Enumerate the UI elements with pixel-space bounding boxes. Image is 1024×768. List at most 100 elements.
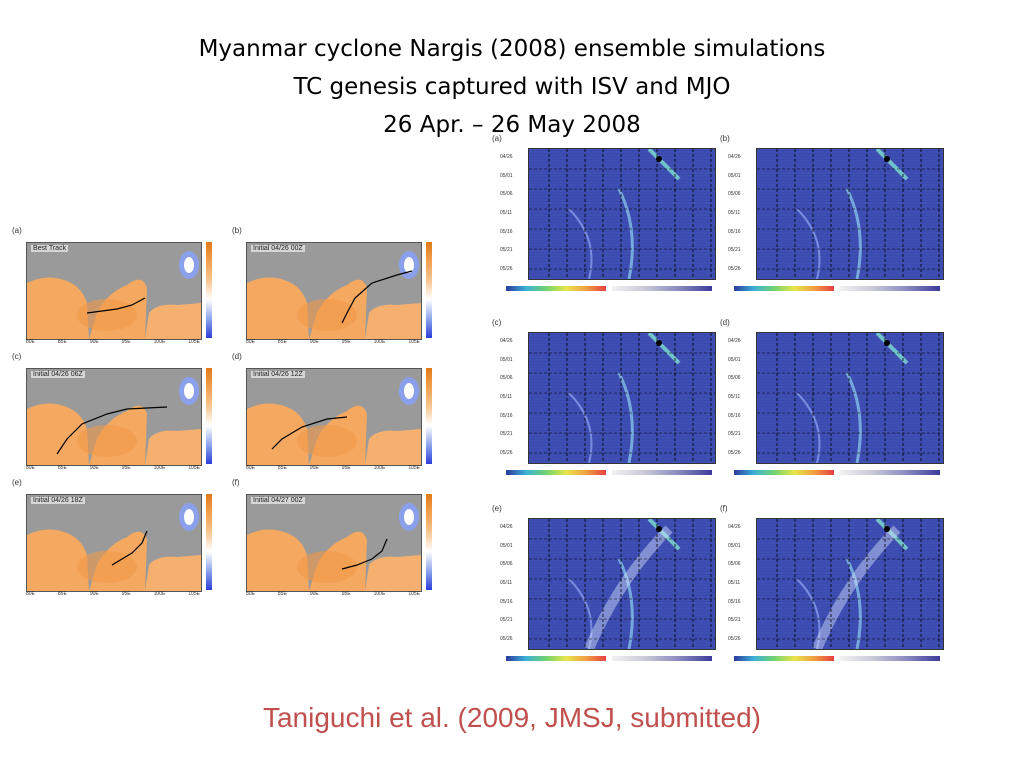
hovmoller-plot (528, 332, 716, 464)
panel-label: (c) (492, 318, 502, 327)
panel-inset-label: Best Track (31, 245, 69, 252)
lon-tick: 100E (153, 339, 166, 345)
panel-label: (e) (12, 478, 22, 487)
date-tick: 04/26 (728, 338, 741, 345)
lon-tick: 95E (121, 339, 131, 345)
lon-tick: 85E (277, 591, 287, 597)
hovmoller-plot (756, 332, 944, 464)
lon-tick: 85E (277, 339, 287, 345)
title-line-1: Myanmar cyclone Nargis (2008) ensemble s… (198, 36, 826, 62)
sst-colorbar (426, 368, 432, 464)
sst-colorbar (206, 242, 212, 338)
lon-tick: 85E (57, 465, 67, 471)
panel-inset-label: Initial 04/26 12Z (251, 371, 305, 378)
date-tick: 05/06 (500, 561, 513, 568)
lon-tick: 90E (89, 339, 99, 345)
panel-label: (f) (232, 478, 240, 487)
date-tick: 04/26 (500, 338, 513, 345)
sst-map: Initial 04/26 18Z (26, 494, 202, 592)
date-tick: 04/26 (728, 154, 741, 161)
rain-colorbar (734, 470, 834, 475)
date-tick: 04/26 (500, 154, 513, 161)
panel-inset-label: Initial 04/26 18Z (31, 497, 85, 504)
lon-tick: 90E (309, 465, 319, 471)
date-tick: 05/16 (728, 412, 741, 419)
sst-track-figure: (a) Best Track 80E 85E 90E 95E 100E 105E (b) Init… (12, 226, 454, 598)
title-line-3: 26 Apr. – 26 May 2008 (383, 112, 641, 138)
date-tick: 05/16 (500, 412, 513, 419)
lon-ticks: 80E 85E 90E 95E 100E 105E (246, 339, 420, 345)
sst-colorbar (426, 494, 432, 590)
date-tick: 05/06 (728, 191, 741, 198)
date-tick: 05/26 (728, 635, 741, 642)
citation: Taniguchi et al. (2009, JMSJ, submitted) (262, 702, 761, 733)
panel-label: (f) (720, 504, 728, 513)
sst-panel-c: (c) Initial 04/26 06Z 80E 85E 90E 95E 100E 105E (12, 352, 224, 471)
rain-colorbar (506, 656, 606, 661)
sst-panel-f: (f) Initial 04/27 00Z 80E 85E 90E 95E 100E 105E (232, 478, 444, 597)
sst-map: Best Track (26, 242, 202, 340)
panel-label: (d) (720, 318, 730, 327)
date-tick: 05/11 (500, 209, 513, 216)
hovmoller-panel-a: (a) 04/26 05/01 05/06 05/11 05/16 05/21 05/26 (492, 130, 716, 310)
date-tick: 05/26 (728, 449, 741, 456)
sst-panel-e: (e) Initial 04/26 18Z 80E 85E 90E 95E 100E 105E (12, 478, 224, 597)
date-tick: 05/11 (500, 393, 513, 400)
sst-panel-d: (d) Initial 04/26 12Z 80E 85E 90E 95E 100E 105E (232, 352, 444, 471)
date-tick: 05/01 (500, 356, 513, 363)
rain-colorbar (506, 286, 606, 291)
olr-colorbar (612, 656, 712, 661)
lon-tick: 105E (408, 339, 420, 345)
lon-tick: 105E (188, 465, 200, 471)
date-tick: 05/11 (728, 393, 741, 400)
hovmoller-plot (756, 148, 944, 280)
date-tick: 05/11 (728, 579, 741, 586)
date-tick: 05/16 (728, 598, 741, 605)
hovmoller-plot (528, 518, 716, 650)
date-tick: 05/16 (500, 598, 513, 605)
sst-colorbar (206, 368, 212, 464)
olr-colorbar (612, 470, 712, 475)
lon-tick: 90E (309, 591, 319, 597)
lon-tick: 85E (57, 339, 67, 345)
lon-tick: 95E (341, 591, 351, 597)
date-tick: 05/11 (728, 209, 741, 216)
sst-panel-a: (a) Best Track 80E 85E 90E 95E 100E 105E (12, 226, 224, 345)
date-tick: 04/26 (728, 524, 741, 531)
panel-label: (b) (232, 226, 242, 235)
date-tick: 05/06 (728, 375, 741, 382)
hovmoller-panel-c: (c) 04/26 05/01 05/06 05/11 05/16 05/21 05/26 (492, 314, 716, 494)
sst-map: Initial 04/27 00Z (246, 494, 422, 592)
olr-colorbar (840, 470, 940, 475)
date-tick: 05/06 (728, 561, 741, 568)
lon-tick: 80E (26, 465, 35, 471)
date-tick: 05/21 (500, 431, 513, 438)
date-tick: 05/16 (500, 228, 513, 235)
date-tick: 05/01 (728, 356, 741, 363)
olr-colorbar (840, 286, 940, 291)
lon-ticks: 80E 85E 90E 95E 100E 105E (246, 591, 420, 597)
lon-tick: 85E (277, 465, 287, 471)
rain-colorbar (734, 656, 834, 661)
date-axis: 04/26 05/01 05/06 05/11 05/16 05/21 05/26 (728, 148, 754, 278)
panel-inset-label: Initial 04/27 00Z (251, 497, 305, 504)
lon-tick: 105E (408, 591, 420, 597)
lon-tick: 105E (408, 465, 420, 471)
sst-panel-b: (b) Initial 04/26 00Z 80E 85E 90E 95E 100E 105E (232, 226, 444, 345)
date-axis: 04/26 05/01 05/06 05/11 05/16 05/21 05/26 (500, 332, 526, 462)
date-tick: 05/26 (500, 449, 513, 456)
lon-tick: 100E (373, 591, 386, 597)
lon-tick: 95E (341, 339, 351, 345)
hovmoller-panel-f: (f) 04/26 05/01 05/06 05/11 05/16 05/21 05/26 (720, 500, 944, 680)
hovmoller-panel-b: (b) 04/26 05/01 05/06 05/11 05/16 05/21 05/26 (720, 130, 944, 310)
sst-colorbar (206, 494, 212, 590)
lon-tick: 90E (89, 591, 99, 597)
lon-tick: 100E (153, 465, 166, 471)
slide-title: Myanmar cyclone Nargis (2008) ensemble s… (0, 30, 1024, 144)
lon-tick: 80E (26, 591, 35, 597)
date-axis: 04/26 05/01 05/06 05/11 05/16 05/21 05/26 (500, 148, 526, 278)
panel-label: (d) (232, 352, 242, 361)
panel-label: (e) (492, 504, 502, 513)
lon-tick: 100E (153, 591, 166, 597)
lon-ticks: 80E 85E 90E 95E 100E 105E (26, 591, 200, 597)
